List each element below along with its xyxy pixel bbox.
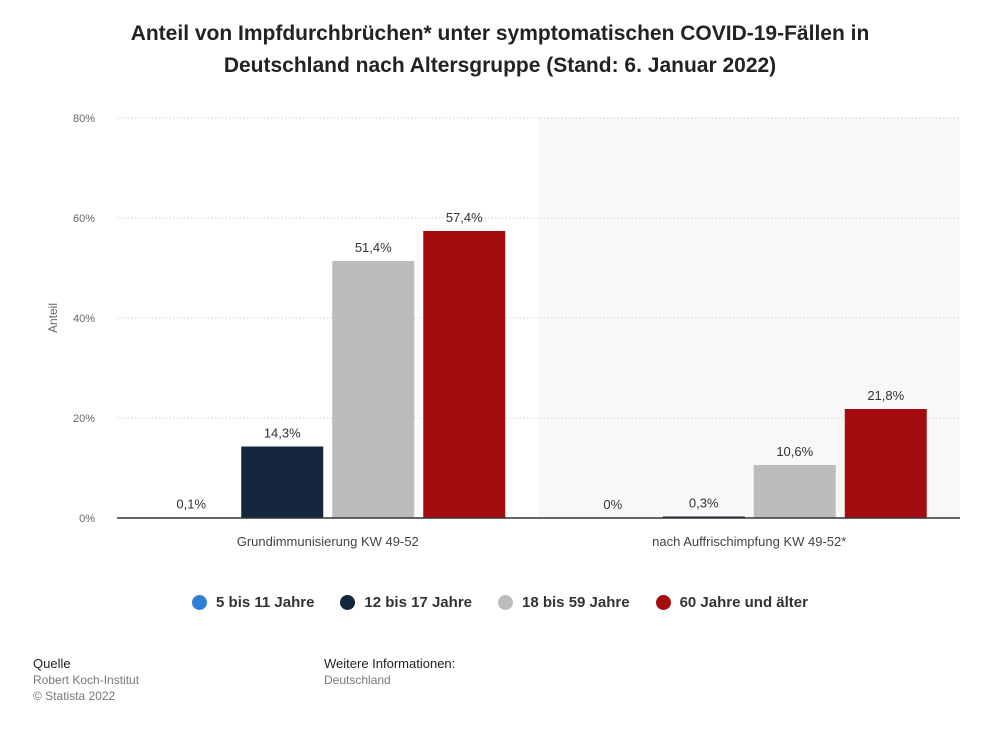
legend-label: 60 Jahre und älter (679, 594, 808, 611)
title-line-1: Anteil von Impfdurchbrüchen* unter sympt… (130, 22, 870, 45)
source-block: Quelle Robert Koch-Institut © Statista 2… (33, 656, 139, 704)
bar (241, 446, 324, 518)
data-label: 51,4% (355, 240, 392, 255)
copyright: © Statista 2022 (33, 689, 116, 703)
y-tick-label: 60% (73, 213, 95, 225)
data-label: 21,8% (867, 388, 904, 403)
chart-title: Anteil von Impfdurchbrüchen* unter sympt… (60, 18, 940, 82)
legend-dot-icon (340, 595, 356, 610)
bar (753, 465, 836, 518)
legend-item-60-plus[interactable]: 60 Jahre und älter (655, 594, 808, 611)
y-tick-label: 40% (73, 313, 95, 325)
legend-dot-icon (655, 595, 671, 610)
title-line-2: Deutschland nach Altersgruppe (Stand: 6.… (223, 54, 777, 77)
legend: 5 bis 11 Jahre 12 bis 17 Jahre 18 bis 59… (0, 594, 1000, 611)
y-tick-label: 20% (73, 413, 95, 425)
source-name: Robert Koch-Institut (33, 673, 140, 687)
source-heading: Quelle (33, 656, 71, 671)
info-heading: Weitere Informationen: (324, 656, 456, 671)
info-line: Deutschland (324, 673, 391, 687)
y-axis-title: Anteil (46, 303, 60, 333)
bar (423, 231, 506, 518)
info-block: Weitere Informationen: Deutschland (324, 656, 455, 688)
bar (332, 261, 415, 518)
bar (844, 409, 927, 518)
data-label: 57,4% (446, 210, 483, 225)
legend-label: 12 bis 17 Jahre (364, 594, 472, 611)
data-label: 0,3% (689, 496, 719, 511)
bar-chart: 0% 20% 40% 60% 80% Anteil 0,1% 14,3% 51,4% 57,4% G… (46, 113, 960, 549)
data-label: 0% (603, 497, 622, 512)
legend-item-5-11[interactable]: 5 bis 11 Jahre (192, 594, 314, 611)
data-label: 10,6% (776, 444, 813, 459)
legend-dot-icon (192, 595, 208, 610)
data-label: 14,3% (264, 426, 301, 441)
legend-item-18-59[interactable]: 18 bis 59 Jahre (498, 594, 630, 611)
legend-dot-icon (498, 595, 513, 610)
data-label: 0,1% (176, 497, 206, 512)
legend-label: 5 bis 11 Jahre (216, 594, 315, 611)
x-category-label: Grundimmunisierung KW 49-52 (237, 534, 419, 549)
legend-label: 18 bis 59 Jahre (522, 594, 630, 611)
y-tick-label: 80% (73, 113, 95, 125)
y-tick-label: 0% (79, 513, 95, 525)
x-category-label: nach Auffrischimpfung KW 49-52* (652, 534, 846, 549)
legend-item-12-17[interactable]: 12 bis 17 Jahre (340, 594, 472, 611)
